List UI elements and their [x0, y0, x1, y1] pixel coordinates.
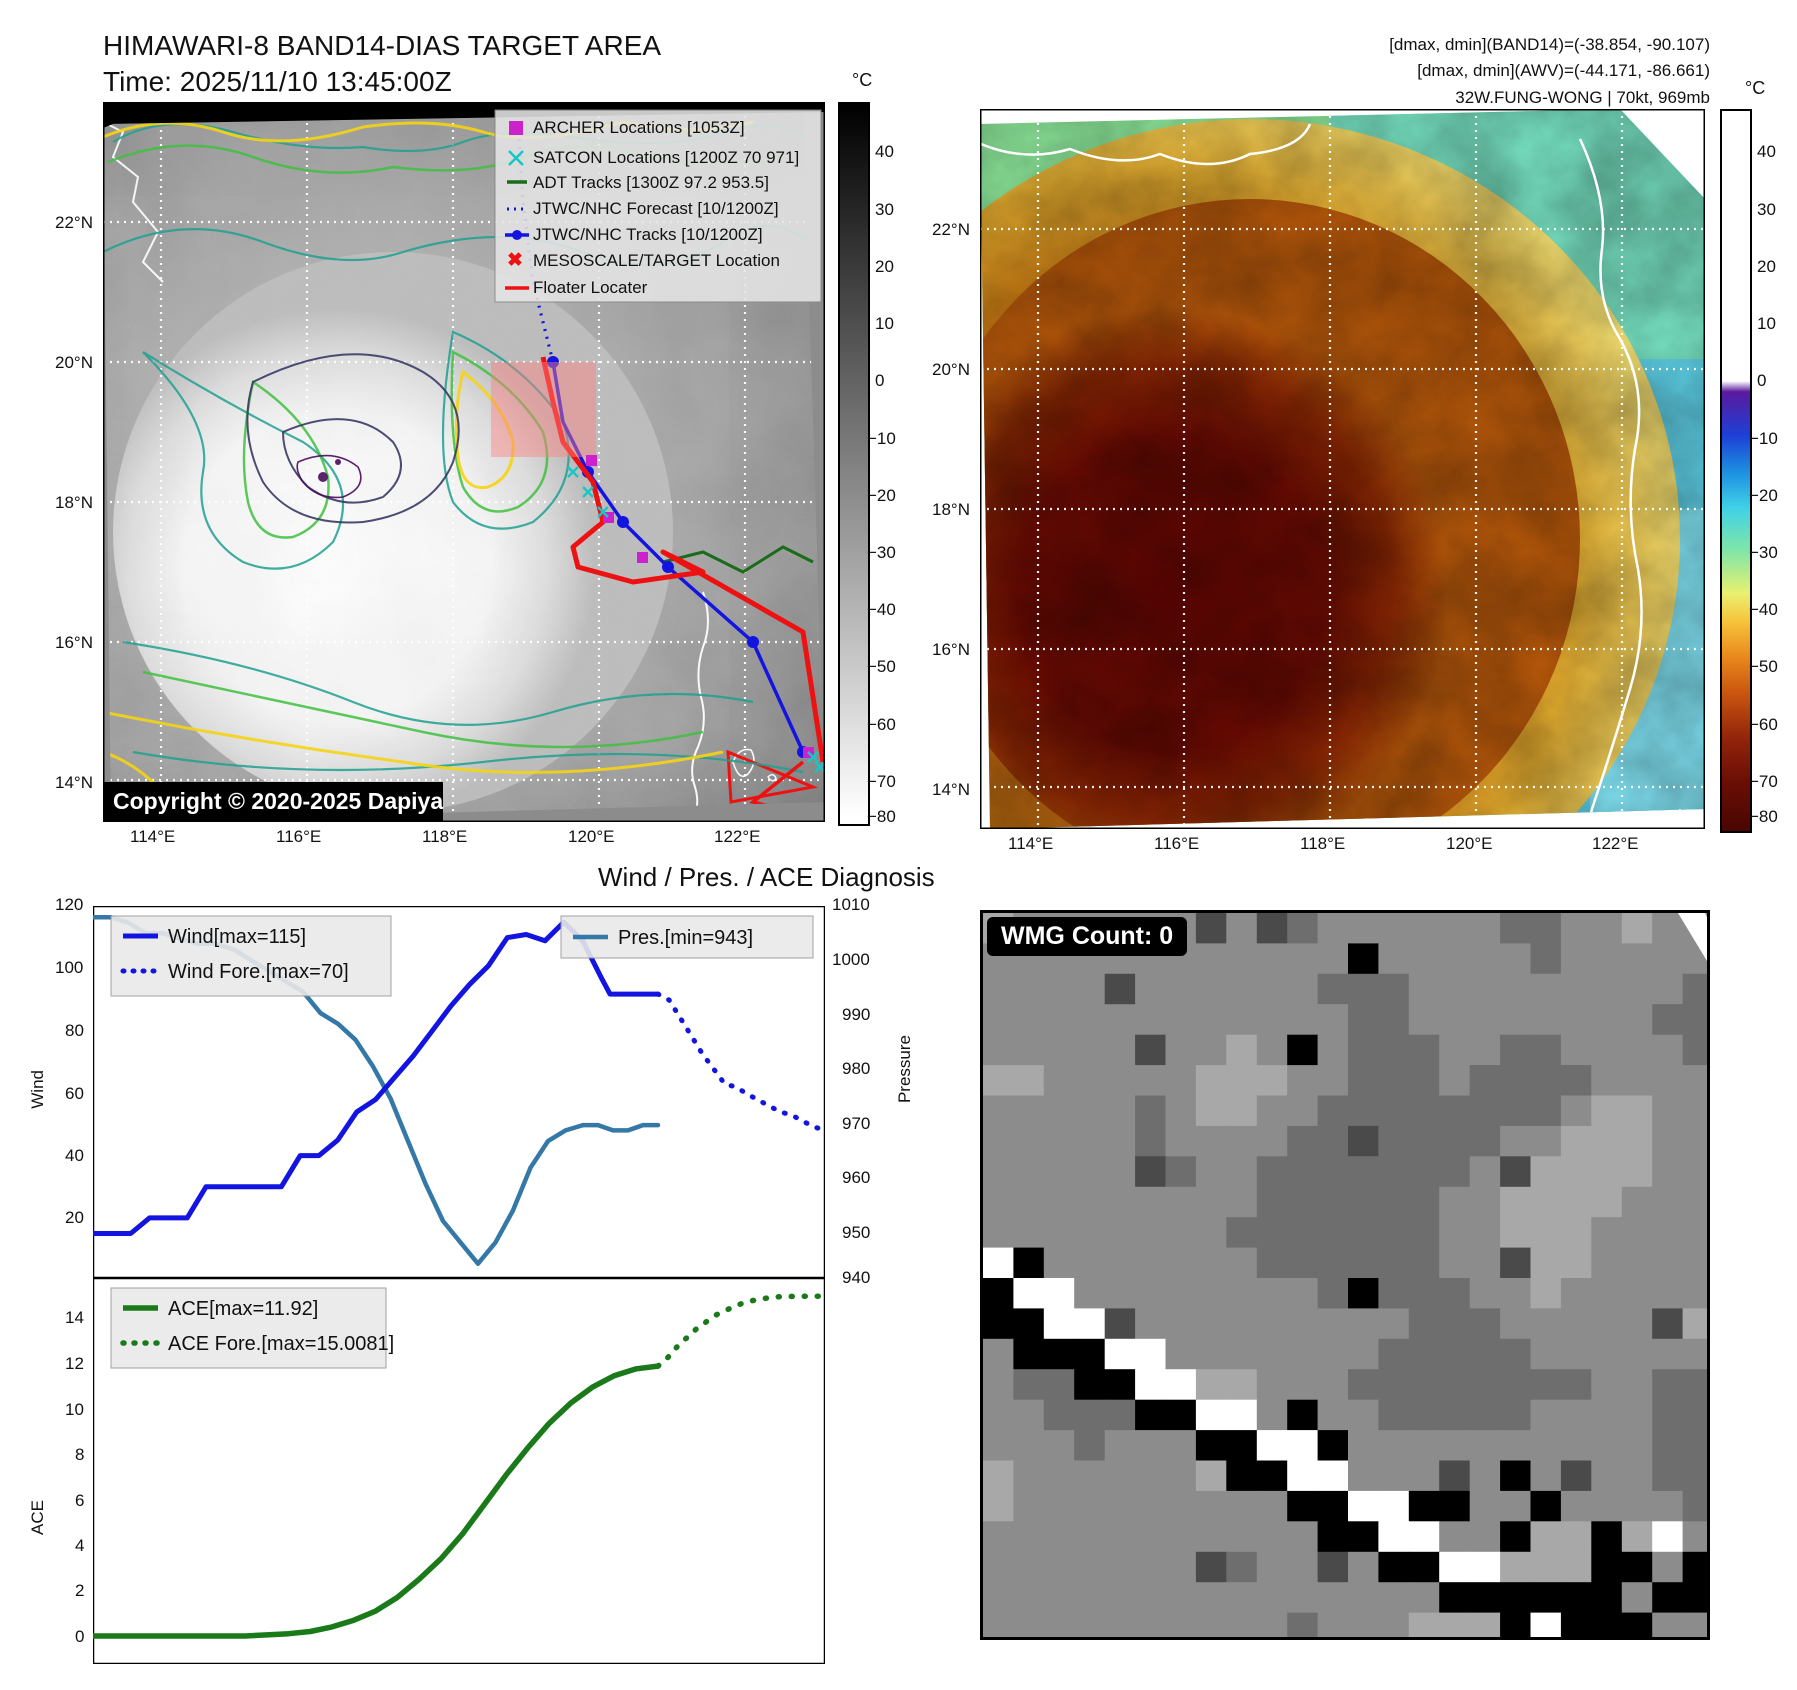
- svg-text:Pres.[min=943]: Pres.[min=943]: [618, 927, 753, 949]
- svg-text:✖: ✖: [507, 250, 523, 271]
- svg-text:Floater Locater: Floater Locater: [533, 278, 648, 297]
- svg-text:MESOSCALE/TARGET Location: MESOSCALE/TARGET Location: [533, 251, 780, 270]
- svg-text:Wind[max=115]: Wind[max=115]: [168, 926, 306, 948]
- svg-text:Copyright © 2020-2025 Dapiya: Copyright © 2020-2025 Dapiya: [113, 788, 443, 814]
- svg-text:Wind Fore.[max=70]: Wind Fore.[max=70]: [168, 961, 349, 983]
- svg-text:JTWC/NHC Forecast [10/1200Z]: JTWC/NHC Forecast [10/1200Z]: [533, 199, 779, 218]
- svg-text:ACE[max=11.92]: ACE[max=11.92]: [168, 1298, 318, 1320]
- svg-text:SATCON Locations [1200Z 70 971: SATCON Locations [1200Z 70 971]: [533, 148, 799, 167]
- svg-text:ARCHER Locations [1053Z]: ARCHER Locations [1053Z]: [533, 118, 745, 137]
- svg-text:JTWC/NHC Tracks [10/1200Z]: JTWC/NHC Tracks [10/1200Z]: [533, 225, 763, 244]
- svg-text:ACE Fore.[max=15.0081]: ACE Fore.[max=15.0081]: [168, 1333, 394, 1355]
- svg-text:ADT Tracks [1300Z 97.2 953.5]: ADT Tracks [1300Z 97.2 953.5]: [533, 173, 769, 192]
